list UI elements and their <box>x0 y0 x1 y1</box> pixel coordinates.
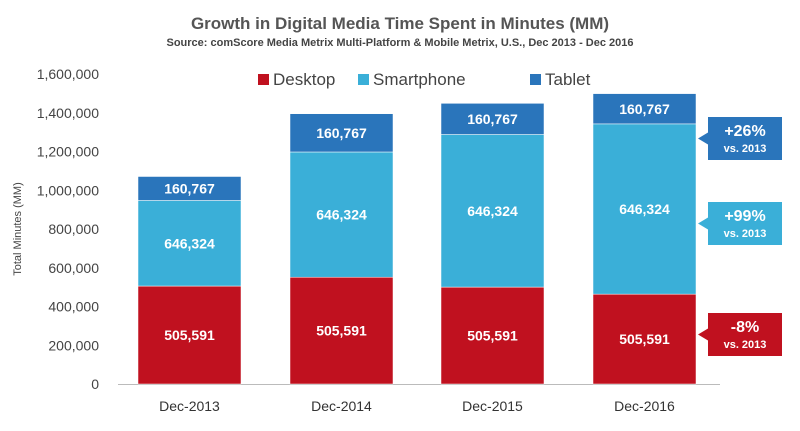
bar-smartphone-dec-2015 <box>440 134 545 288</box>
legend-swatch-smartphone <box>358 74 369 85</box>
chart-subtitle: Source: comScore Media Metrix Multi-Plat… <box>166 37 633 49</box>
data-label: 160,767 <box>316 125 367 141</box>
y-axis: 0 200,000 400,000 600,000 800,000 1,000,000 1,… <box>37 66 100 392</box>
bar-tablet-dec-2016 <box>592 93 697 125</box>
callout-desktop <box>698 313 782 356</box>
legend-label-smartphone: Smartphone <box>373 70 466 89</box>
y-tick-label: 0 <box>91 376 99 392</box>
y-tick-label: 1,400,000 <box>37 105 99 121</box>
y-tick-label: 400,000 <box>48 299 99 315</box>
callout-change: -8% <box>731 319 759 336</box>
callout-baseline: vs. 2013 <box>724 339 767 351</box>
data-label: 160,767 <box>619 101 670 117</box>
y-tick-label: 600,000 <box>48 260 99 276</box>
callout-baseline: vs. 2013 <box>724 143 767 155</box>
x-tick-label: Dec-2016 <box>614 398 675 414</box>
y-axis-label: Total Minutes (MM) <box>12 182 24 276</box>
y-tick-label: 800,000 <box>48 221 99 237</box>
data-label: 160,767 <box>164 180 215 196</box>
bars: 505,591 646,324 160,767 505,591 646,324 160,7… <box>137 93 697 385</box>
data-label: 646,324 <box>164 235 215 251</box>
data-label: 646,324 <box>619 201 670 217</box>
y-tick-label: 1,600,000 <box>37 66 99 82</box>
callout-change: +99% <box>724 208 765 225</box>
x-tick-label: Dec-2014 <box>311 398 372 414</box>
x-tick-label: Dec-2015 <box>462 398 523 414</box>
chart-title: Growth in Digital Media Time Spent in Mi… <box>191 14 609 33</box>
data-label: 505,591 <box>467 328 518 344</box>
legend: Desktop Smartphone Tablet <box>258 70 591 89</box>
data-label: 646,324 <box>467 203 518 219</box>
data-label: 505,591 <box>164 327 215 343</box>
bar-smartphone-dec-2014 <box>289 151 394 278</box>
bar-desktop-dec-2015 <box>440 286 545 385</box>
legend-swatch-desktop <box>258 74 269 85</box>
bar-tablet-dec-2013 <box>137 176 242 201</box>
callout-smartphone <box>698 202 782 245</box>
x-axis: Dec-2013 Dec-2014 Dec-2015 Dec-2016 <box>159 398 675 414</box>
data-label: 505,591 <box>316 323 367 339</box>
bar-tablet-dec-2015 <box>440 103 545 135</box>
bar-tablet-dec-2014 <box>289 113 394 153</box>
bar-desktop-dec-2016 <box>592 293 697 385</box>
callouts: +26% vs. 2013 +99% vs. 2013 -8% vs. 2013 <box>698 117 782 356</box>
callout-baseline: vs. 2013 <box>724 228 767 240</box>
data-label: 160,767 <box>467 111 518 127</box>
x-tick-label: Dec-2013 <box>159 398 220 414</box>
y-tick-label: 1,000,000 <box>37 182 99 198</box>
callout-tablet <box>698 117 782 160</box>
legend-label-tablet: Tablet <box>545 70 591 89</box>
y-tick-label: 200,000 <box>48 337 99 353</box>
bar-desktop-dec-2014 <box>289 276 394 385</box>
y-tick-label: 1,200,000 <box>37 144 99 160</box>
data-label: 646,324 <box>316 207 367 223</box>
legend-label-desktop: Desktop <box>273 70 335 89</box>
legend-swatch-tablet <box>530 74 541 85</box>
bar-desktop-dec-2013 <box>137 285 242 385</box>
bar-smartphone-dec-2013 <box>137 200 242 287</box>
data-label: 505,591 <box>619 331 670 347</box>
callout-change: +26% <box>724 123 765 140</box>
